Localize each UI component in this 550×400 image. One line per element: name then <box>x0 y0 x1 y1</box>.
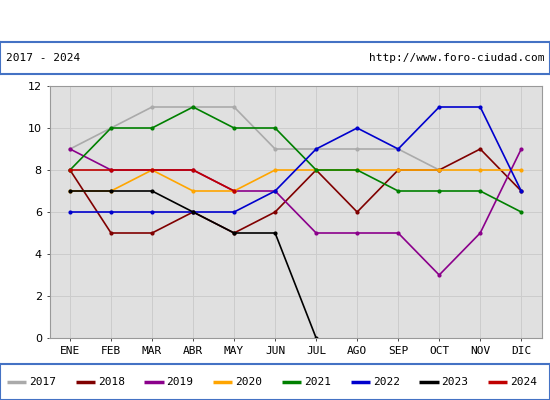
Text: 2017: 2017 <box>29 377 56 387</box>
Text: 2018: 2018 <box>98 377 125 387</box>
Text: 2022: 2022 <box>373 377 400 387</box>
Text: 2021: 2021 <box>304 377 331 387</box>
Text: Evolucion del paro registrado en Madrigalejo del Monte: Evolucion del paro registrado en Madriga… <box>49 14 501 28</box>
Text: 2017 - 2024: 2017 - 2024 <box>6 53 80 63</box>
Text: 2023: 2023 <box>441 377 469 387</box>
Text: 2024: 2024 <box>510 377 537 387</box>
Text: 2020: 2020 <box>235 377 262 387</box>
Text: 2019: 2019 <box>166 377 194 387</box>
Text: http://www.foro-ciudad.com: http://www.foro-ciudad.com <box>369 53 544 63</box>
